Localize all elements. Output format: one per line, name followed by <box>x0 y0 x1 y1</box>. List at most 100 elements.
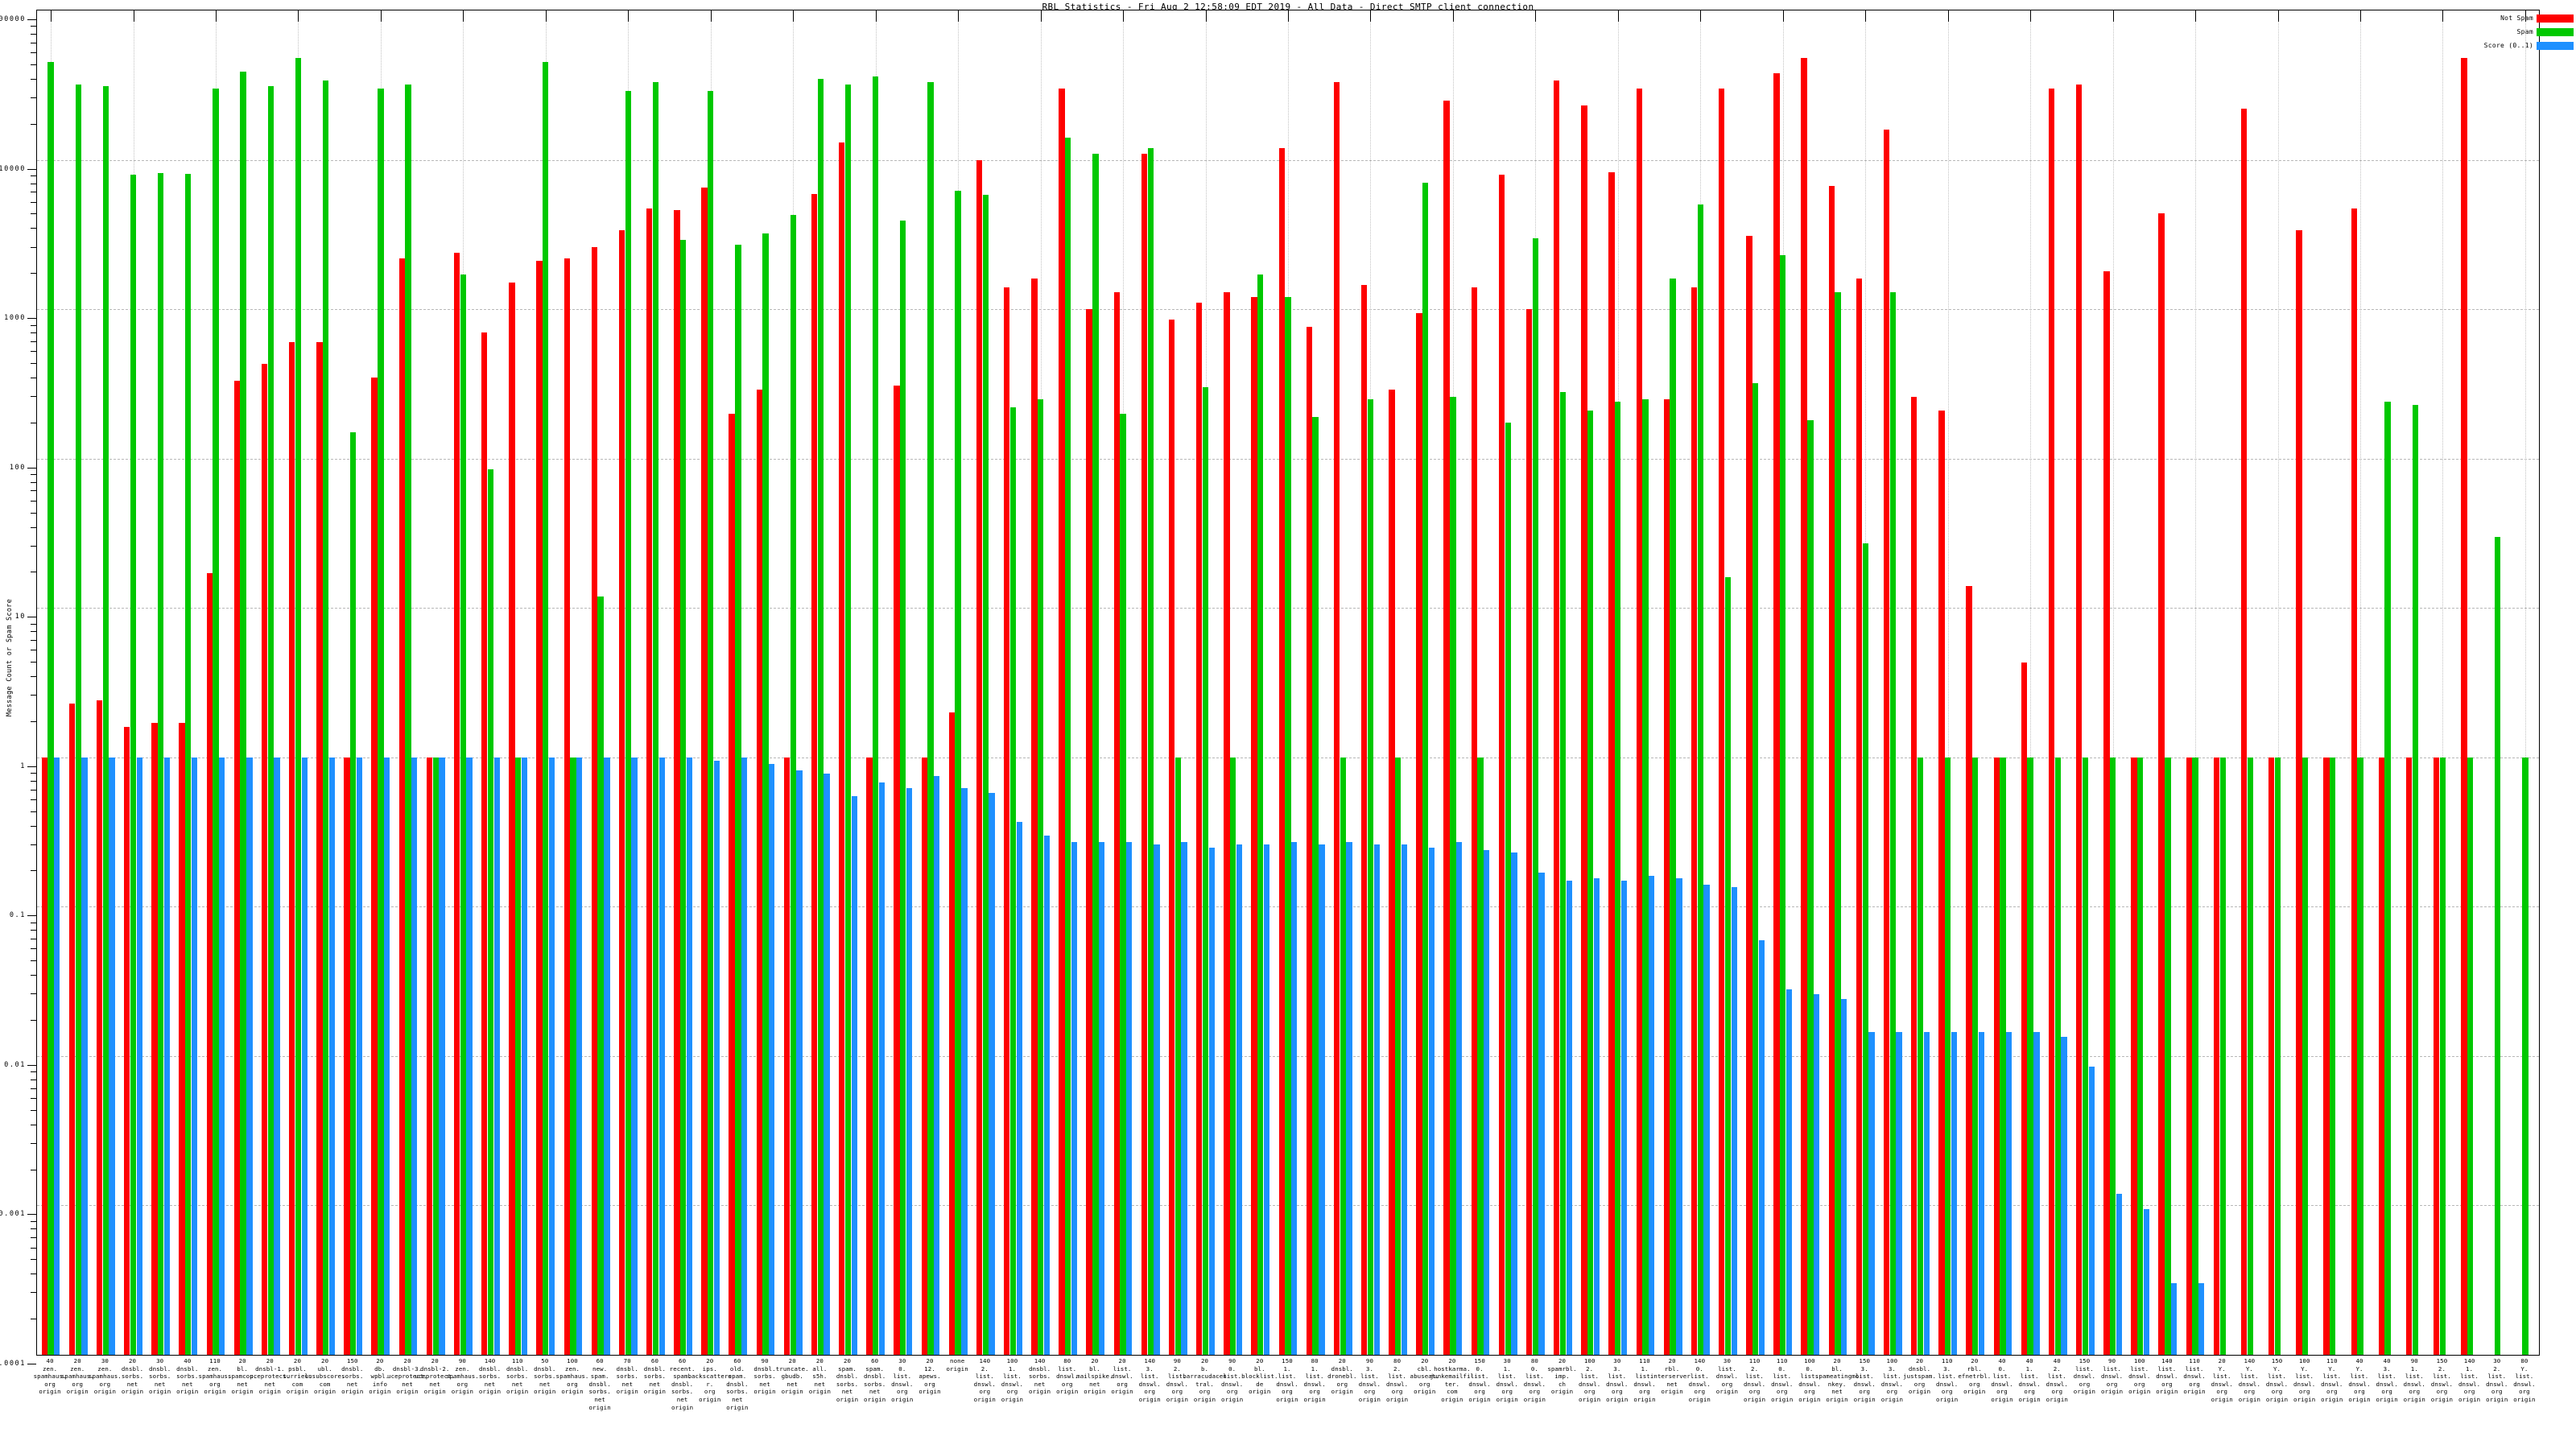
bar-score <box>878 782 886 1355</box>
y-tick-minor <box>31 490 36 492</box>
bar-spam <box>1835 291 1841 1355</box>
y-tick-minor <box>31 1247 36 1249</box>
bar-spam <box>790 214 796 1355</box>
bar-score <box>1373 844 1380 1355</box>
bar-spam <box>1477 757 1484 1355</box>
x-tick-top <box>2030 10 2032 22</box>
bar-group <box>862 10 890 1355</box>
bar-score <box>631 757 638 1355</box>
x-tick-label: 30 3. list. dnswl. org origin <box>1606 1357 1629 1403</box>
bar-not-spam <box>1554 80 1560 1355</box>
bar-not-spam <box>1086 309 1092 1355</box>
bar-group <box>64 10 92 1355</box>
bar-spam <box>1367 398 1374 1355</box>
bar-spam <box>1559 391 1567 1355</box>
bar-spam <box>1752 382 1759 1355</box>
x-tick-label: 20 dnsbl. dronebl. org origin <box>1327 1357 1357 1396</box>
bar-group <box>1659 10 1686 1355</box>
bar-spam <box>543 62 549 1355</box>
y-tick-minor <box>31 324 36 326</box>
bar-spam <box>350 432 357 1355</box>
bar-score <box>2116 1193 2123 1355</box>
bar-group <box>1686 10 1714 1355</box>
y-tick-minor <box>31 97 36 99</box>
bar-spam <box>1422 183 1429 1355</box>
bar-group <box>312 10 340 1355</box>
legend-swatch-spam-icon <box>2537 27 2574 36</box>
bar-group <box>752 10 779 1355</box>
x-tick-label: 40 2. list. dnswl. org origin <box>2046 1357 2068 1403</box>
bar-spam <box>213 89 219 1355</box>
bar-spam <box>1807 420 1814 1355</box>
y-tick-major <box>27 168 36 170</box>
bar-not-spam <box>756 389 762 1355</box>
x-tick-label: 20 dnsbl-2. uceprotect. net origin <box>415 1357 456 1396</box>
y-axis: Message Count or Spam Score 100000 10000 1… <box>0 10 36 1367</box>
bar-score <box>163 757 171 1355</box>
bar-not-spam <box>2158 213 2165 1355</box>
bar-score <box>989 792 995 1355</box>
x-tick-label: 140 dnsbl. sorbs. net origin <box>1028 1357 1051 1396</box>
bar-spam <box>1972 757 1979 1355</box>
bar-spam <box>1230 757 1236 1355</box>
bar-not-spam <box>1306 327 1313 1355</box>
x-tick-top <box>1865 10 1867 22</box>
x-tick-label: 140 3. list. dnswl. org origin <box>1138 1357 1161 1403</box>
y-tick-label: 1000 <box>4 314 26 323</box>
bar-not-spam <box>453 252 460 1355</box>
bar-not-spam <box>261 364 268 1355</box>
x-tick-label: 110 3. list. dnswl. org origin <box>1936 1357 1959 1403</box>
y-tick-major <box>27 19 36 20</box>
x-tick-label: 60 spam. dnsbl. sorbs. net origin <box>864 1357 886 1403</box>
bar-score <box>1538 872 1545 1355</box>
x-tick-label: 30 0. list. dnswl. org origin <box>891 1357 914 1403</box>
bar-spam <box>1670 279 1676 1355</box>
x-tick-label: 80 Y. list. dnswl. org origin <box>2513 1357 2536 1403</box>
bar-spam <box>47 62 54 1355</box>
x-tick-label: 40 Y. list. dnswl. org origin <box>2348 1357 2371 1403</box>
bar-not-spam <box>2268 757 2275 1355</box>
bar-score <box>1456 842 1463 1355</box>
y-tick-minor <box>31 799 36 800</box>
bar-group <box>477 10 504 1355</box>
y-tick-minor <box>31 526 36 528</box>
x-tick-label: 90 0. list. dnswl. org origin <box>1221 1357 1244 1403</box>
y-tick-label: 100000 <box>0 15 26 23</box>
bar-spam <box>2054 757 2061 1355</box>
bar-group <box>2347 10 2374 1355</box>
bar-score <box>1703 885 1710 1355</box>
bar-group <box>1302 10 1329 1355</box>
x-tick-label: 20 b. barracudacentral. org origin <box>1183 1357 1227 1403</box>
bar-not-spam <box>866 757 873 1355</box>
bar-score <box>604 757 610 1355</box>
y-tick-major <box>27 915 36 917</box>
x-tick-label: 40 0. list. dnswl. org origin <box>1991 1357 2013 1403</box>
bar-spam <box>1037 398 1044 1355</box>
bar-score <box>411 757 418 1355</box>
bar-score <box>1868 1031 1875 1355</box>
bar-not-spam <box>1883 129 1890 1355</box>
bar-spam <box>322 80 329 1355</box>
bar-group <box>1137 10 1164 1355</box>
x-tick-label: 150 list. dnswl. org origin <box>2073 1357 2096 1396</box>
x-tick-label: 50 dnsbl. sorbs. net origin <box>534 1357 556 1396</box>
bar-group <box>559 10 587 1355</box>
bar-score <box>1043 835 1051 1355</box>
x-tick-label: 60 recent. spam. dnsbl. sorbs. net origin <box>669 1357 696 1411</box>
y-tick-minor <box>31 1020 36 1022</box>
bar-group <box>2374 10 2401 1355</box>
bar-spam <box>487 469 494 1355</box>
bar-not-spam <box>41 757 47 1355</box>
legend-item-not-spam: Not Spam <box>2421 11 2574 25</box>
x-tick-label: 150 0. list. dnswl. org origin <box>1468 1357 1491 1403</box>
x-tick-label: 150 3. list. dnswl. org origin <box>1853 1357 1876 1403</box>
bar-group <box>944 10 972 1355</box>
x-tick-label: 40 3. list. dnswl. org origin <box>2376 1357 2398 1403</box>
bar-group <box>1027 10 1055 1355</box>
bar-score <box>1181 842 1187 1355</box>
bar-spam <box>1917 757 1924 1355</box>
x-tick-label: 20 hostkarma. junkemailfilter. com origin <box>1430 1357 1475 1403</box>
legend-label-not-spam: Not Spam <box>2500 14 2533 22</box>
x-tick-label: 140 dnsbl. sorbs. net origin <box>478 1357 502 1396</box>
bar-score <box>54 757 60 1355</box>
